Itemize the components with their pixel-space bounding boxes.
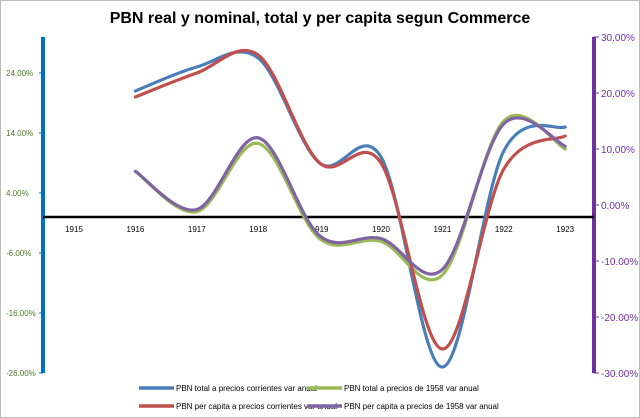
series-line-3 xyxy=(133,48,567,351)
series-line-4 xyxy=(133,116,567,276)
legend-label: PBN per capita a precios corrientes var … xyxy=(176,402,337,411)
right-axis-ticks: -30.00% -20.00% -10.00% 0.00% 10.00% 20.00% 30… xyxy=(594,33,638,380)
x-tick-label: 1920 xyxy=(372,225,390,234)
right-tick-label: -10.00% xyxy=(601,257,638,268)
x-tick-label: 1919 xyxy=(311,225,329,234)
chart-title: PBN real y nominal, total y per capita s… xyxy=(110,10,531,27)
right-tick-label: 0.00% xyxy=(601,201,629,212)
x-tick-label: 1921 xyxy=(434,225,452,234)
left-axis-ticks: -26.00% -16.00% -6.00% 4.00% 14.00% 24.00% xyxy=(6,69,43,378)
left-tick-label: 14.00% xyxy=(6,129,33,138)
right-tick-label: -20.00% xyxy=(601,313,638,324)
left-tick-label: -6.00% xyxy=(6,249,31,258)
legend-label: PBN total a precios de 1958 var anual xyxy=(344,384,479,393)
legend-entry: PBN total a precios corrientes var anual xyxy=(139,384,317,393)
left-tick-label: 24.00% xyxy=(6,69,33,78)
left-tick-label: -16.00% xyxy=(6,309,36,318)
legend: PBN total a precios corrientes var anual… xyxy=(139,384,499,411)
x-tick-label: 1917 xyxy=(188,225,206,234)
series-line-2 xyxy=(133,113,567,282)
left-tick-label: 4.00% xyxy=(6,189,29,198)
series-lines xyxy=(133,48,567,369)
legend-entry: PBN total a precios de 1958 var anual xyxy=(307,384,479,393)
legend-label: PBN total a precios corrientes var anual xyxy=(176,384,317,393)
legend-entry: PBN per capita a precios corrientes var … xyxy=(139,402,337,411)
left-tick-label: -26.00% xyxy=(6,369,36,378)
x-tick-label: 1922 xyxy=(495,225,513,234)
legend-label: PBN per capita a precios de 1958 var anu… xyxy=(344,402,499,411)
x-axis-ticks: 1915 1916 1917 1918 1919 1920 1921 1922 1923 xyxy=(65,225,575,234)
right-tick-label: -30.00% xyxy=(601,369,638,380)
right-tick-label: 10.00% xyxy=(601,145,635,156)
x-tick-label: 1918 xyxy=(249,225,267,234)
x-tick-label: 1916 xyxy=(127,225,145,234)
x-tick-label: 1923 xyxy=(556,225,574,234)
right-tick-label: 20.00% xyxy=(601,89,635,100)
legend-entry: PBN per capita a precios de 1958 var anu… xyxy=(307,402,499,411)
right-tick-label: 30.00% xyxy=(601,33,635,44)
x-tick-label: 1915 xyxy=(65,225,83,234)
